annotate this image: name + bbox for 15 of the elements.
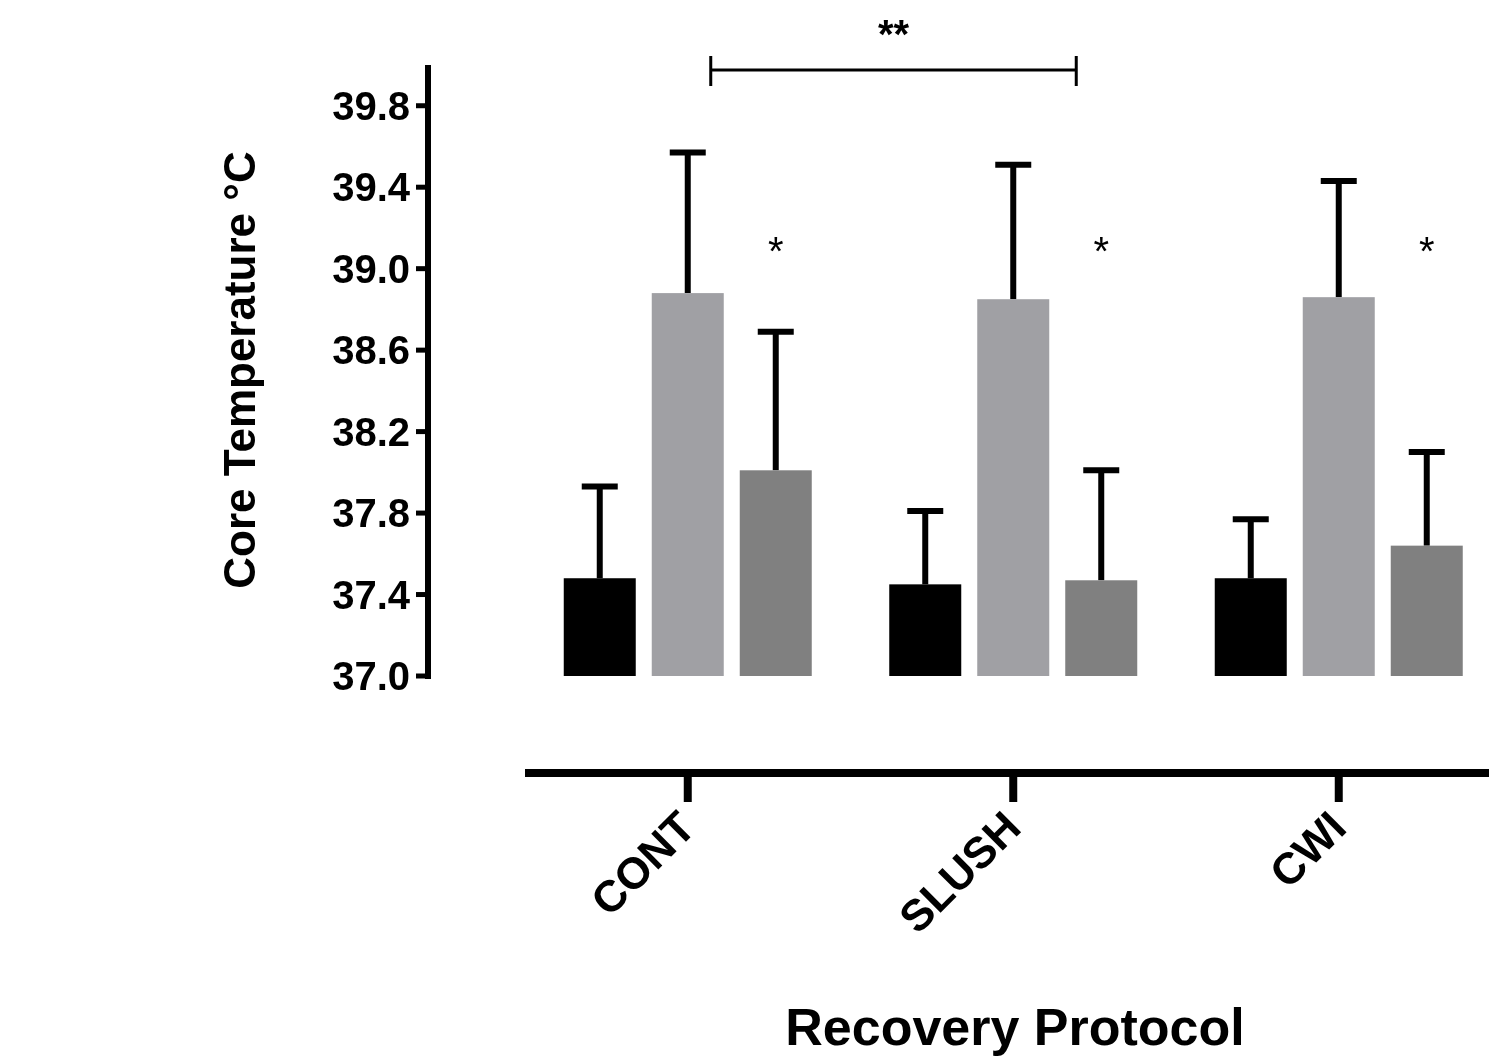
annotation: * xyxy=(767,229,784,273)
text: ** xyxy=(877,12,910,56)
y-axis-title: Core Temperature °C xyxy=(215,151,264,589)
y-tick-label: 38.6 xyxy=(332,328,410,373)
y-tick-label: 39.8 xyxy=(332,83,410,128)
y-tick-label: 37.4 xyxy=(332,572,411,617)
y-tick-label: 38.2 xyxy=(332,409,410,454)
y-tick-label: 39.4 xyxy=(332,165,411,210)
y-tick-label: 37.0 xyxy=(332,654,410,698)
y-tick-label: 37.8 xyxy=(332,491,410,536)
y-tick-label: 39.0 xyxy=(332,246,410,291)
x-axis-title: Recovery Protocol xyxy=(785,998,1245,1056)
annotation: * xyxy=(1418,229,1435,273)
annotation: * xyxy=(1093,229,1110,273)
x-tick-label: CWI xyxy=(1259,801,1356,897)
